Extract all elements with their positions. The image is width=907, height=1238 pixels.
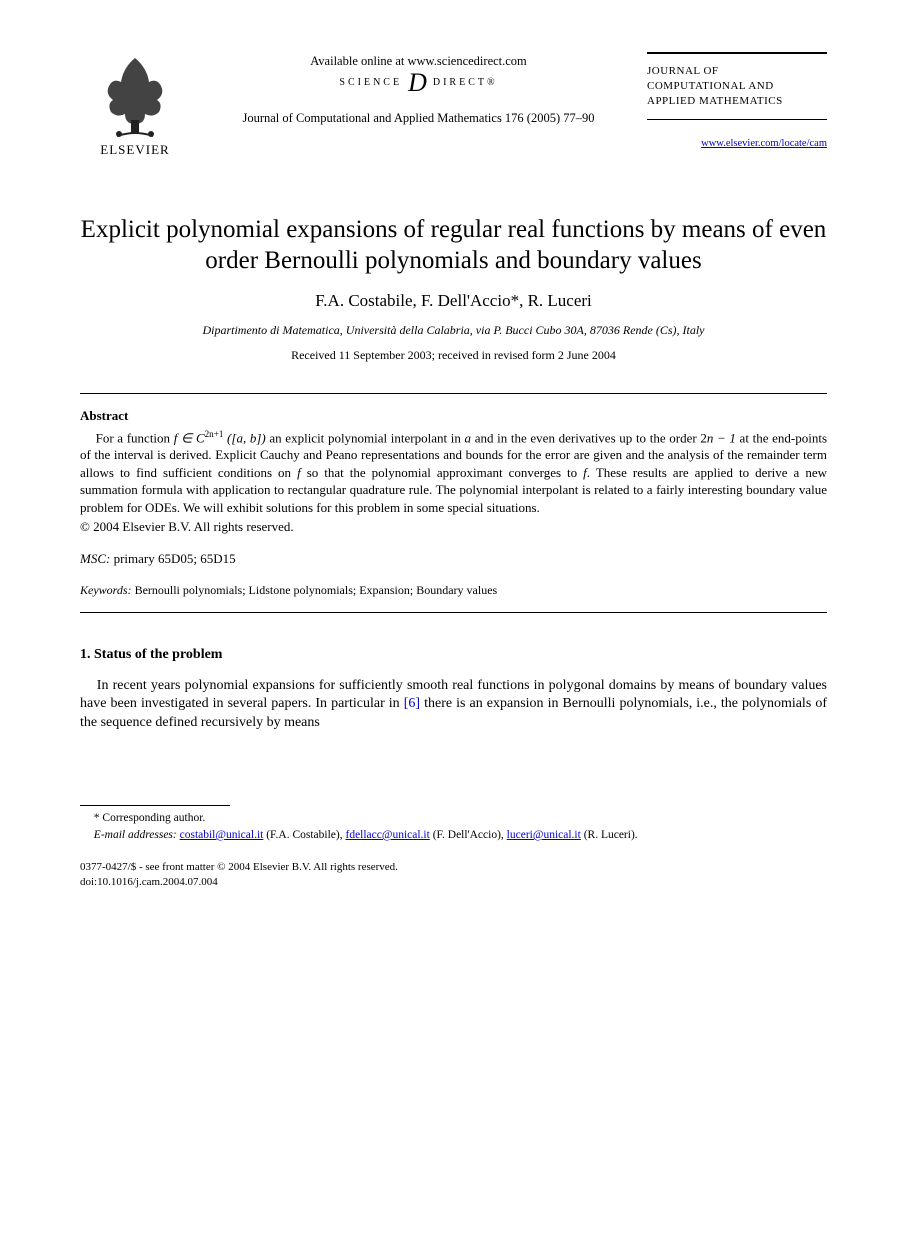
email-link-2[interactable]: fdellacc@unical.it <box>345 829 429 841</box>
email-label: E-mail addresses: <box>94 829 177 841</box>
email-who-1: (F.A. Costabile), <box>263 829 345 841</box>
journal-name-l1: JOURNAL OF <box>647 65 719 77</box>
journal-name: JOURNAL OF COMPUTATIONAL AND APPLIED MAT… <box>647 54 783 119</box>
abs-text: For a function <box>96 430 174 445</box>
email-who-2: (F. Dell'Accio), <box>430 829 507 841</box>
sd-logo-right: DIRECT® <box>433 77 498 88</box>
ref-6-link[interactable]: [6] <box>404 696 420 711</box>
abs-math: f ∈ C <box>174 430 205 445</box>
publisher-label: ELSEVIER <box>100 142 169 158</box>
corresponding-author-footnote: * Corresponding author. <box>80 810 827 827</box>
email-footnote: E-mail addresses: costabil@unical.it (F.… <box>80 827 827 844</box>
email-link-1[interactable]: costabil@unical.it <box>180 829 264 841</box>
separator-below-keywords <box>80 612 827 613</box>
abs-text: and in the even derivatives up to the or… <box>471 430 707 445</box>
abstract-body: For a function f ∈ C2n+1 ([a, b]) an exp… <box>80 428 827 517</box>
header-row: ELSEVIER Available online at www.science… <box>80 52 827 158</box>
abstract-heading: Abstract <box>80 408 827 424</box>
email-who-3: (R. Luceri). <box>581 829 638 841</box>
abs-math-sup: 2n+1 <box>205 429 224 439</box>
sciencedirect-logo: SCIENCE d DIRECT® <box>339 75 497 91</box>
msc-value: primary 65D05; 65D15 <box>110 551 235 566</box>
abs-math: n − 1 <box>707 430 736 445</box>
journal-name-l3: APPLIED MATHEMATICS <box>647 95 783 107</box>
citation-line: Journal of Computational and Applied Mat… <box>242 111 594 126</box>
msc-line: MSC: primary 65D05; 65D15 <box>80 551 827 567</box>
keywords-line: Keywords: Bernoulli polynomials; Lidston… <box>80 583 827 598</box>
front-matter-line-1: 0377-0427/$ - see front matter © 2004 El… <box>80 860 827 875</box>
sd-logo-left: SCIENCE <box>339 77 402 88</box>
front-matter-line-2: doi:10.1016/j.cam.2004.07.004 <box>80 875 827 890</box>
journal-name-l2: COMPUTATIONAL AND <box>647 80 774 92</box>
sd-logo-d-icon: d <box>408 75 427 91</box>
journal-rule-bottom <box>647 119 827 120</box>
keywords-label: Keywords: <box>80 583 132 597</box>
header-right: JOURNAL OF COMPUTATIONAL AND APPLIED MAT… <box>647 52 827 149</box>
abs-text: so that the polynomial approximant conve… <box>301 465 583 480</box>
keywords-value: Bernoulli polynomials; Lidstone polynomi… <box>132 583 498 597</box>
elsevier-tree-icon <box>95 52 175 140</box>
affiliation-line: Dipartimento di Matematica, Università d… <box>80 323 827 338</box>
dates-line: Received 11 September 2003; received in … <box>80 348 827 363</box>
front-matter: 0377-0427/$ - see front matter © 2004 El… <box>80 860 827 891</box>
section-1-heading: 1. Status of the problem <box>80 647 827 663</box>
header-center: Available online at www.sciencedirect.co… <box>190 52 647 126</box>
separator-above-abstract <box>80 393 827 394</box>
available-online-text: Available online at www.sciencedirect.co… <box>310 54 527 69</box>
publisher-logo-block: ELSEVIER <box>80 52 190 158</box>
abstract-copyright: © 2004 Elsevier B.V. All rights reserved… <box>80 519 827 535</box>
msc-label: MSC: <box>80 551 110 566</box>
email-link-3[interactable]: luceri@unical.it <box>507 829 581 841</box>
abs-math: ([a, b]) <box>223 430 265 445</box>
section-1-para-1: In recent years polynomial expansions fo… <box>80 677 827 734</box>
footnote-rule <box>80 805 230 806</box>
journal-url-link[interactable]: www.elsevier.com/locate/cam <box>701 138 827 149</box>
article-title: Explicit polynomial expansions of regula… <box>80 214 827 277</box>
abs-text: an explicit polynomial interpolant in <box>266 430 465 445</box>
authors-line: F.A. Costabile, F. Dell'Accio*, R. Lucer… <box>80 291 827 311</box>
